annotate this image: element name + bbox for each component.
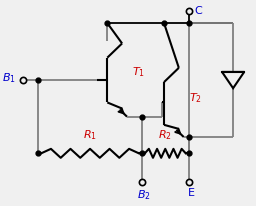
Text: $R_1$: $R_1$ xyxy=(83,128,97,142)
Text: $T_1$: $T_1$ xyxy=(132,65,145,79)
Text: $T_2$: $T_2$ xyxy=(189,91,202,105)
Text: $B_1$: $B_1$ xyxy=(2,71,16,85)
Text: C: C xyxy=(195,6,202,16)
Text: E: E xyxy=(188,188,195,198)
Text: $R_2$: $R_2$ xyxy=(158,128,172,142)
Text: $B_2$: $B_2$ xyxy=(137,188,151,202)
